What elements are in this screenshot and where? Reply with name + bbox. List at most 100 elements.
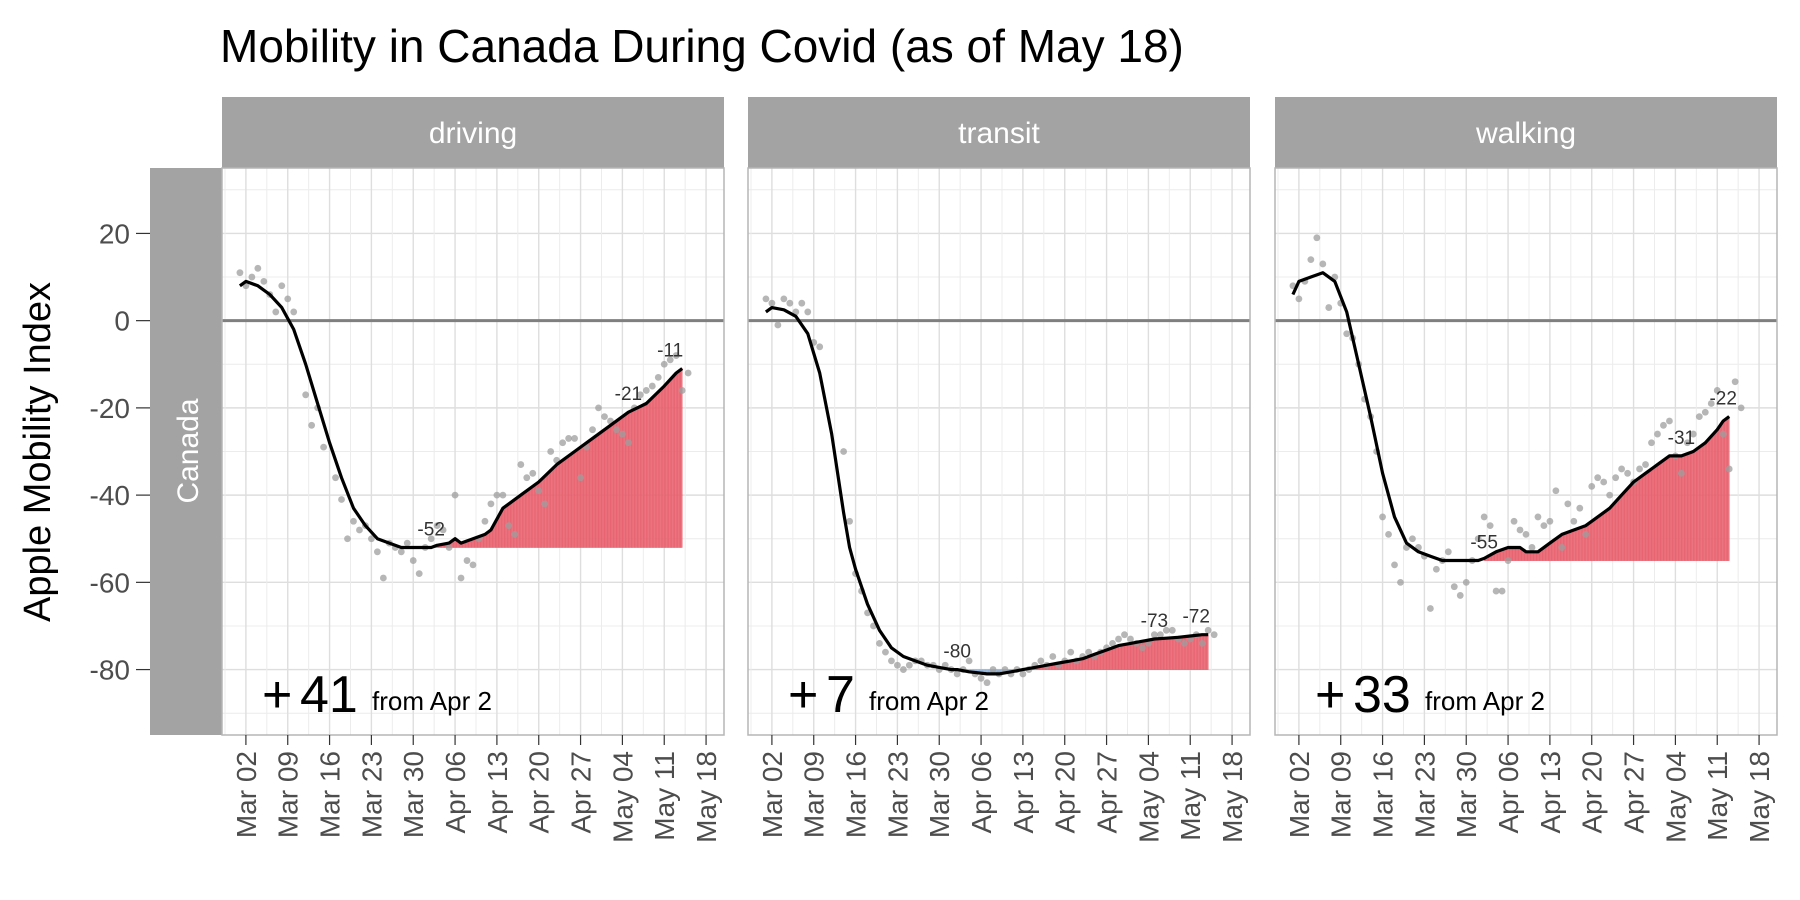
data-point [451, 491, 459, 499]
value-label: -52 [417, 519, 444, 540]
value-label: -22 [1709, 389, 1736, 410]
change-area-segment [1727, 416, 1730, 561]
data-point [1618, 465, 1626, 473]
data-point [672, 352, 680, 359]
data-point [1409, 535, 1416, 543]
data-point [1540, 522, 1548, 530]
strip-background [222, 97, 724, 168]
x-tick-label: Mar 16 [1368, 751, 1399, 838]
x-tick-label: Mar 02 [231, 751, 262, 838]
data-point [1313, 234, 1321, 242]
data-point [1432, 565, 1440, 573]
x-tick-label: May 11 [1175, 751, 1206, 841]
data-point [989, 666, 997, 673]
x-tick-label: May 18 [691, 751, 722, 843]
data-point [965, 657, 973, 665]
data-point [619, 430, 626, 438]
data-point [1426, 605, 1434, 612]
data-point [1683, 439, 1691, 447]
value-label: -21 [615, 384, 642, 405]
data-point [1295, 295, 1303, 303]
data-point [1210, 631, 1218, 639]
strip-label: walking [1475, 117, 1576, 150]
data-point [523, 474, 531, 482]
x-tick-label: Apr 27 [1092, 751, 1123, 834]
data-point [499, 491, 507, 499]
change-area-segment [1206, 634, 1209, 670]
x-tick-label: Mar 23 [882, 751, 913, 838]
data-point [1139, 644, 1146, 652]
data-point [445, 544, 453, 551]
data-point [535, 487, 543, 495]
y-tick-label: -60 [90, 567, 130, 598]
data-point [983, 679, 991, 687]
data-point [529, 469, 537, 477]
data-point [1343, 330, 1351, 338]
smoothed-trend-line [1291, 271, 1731, 563]
data-point [541, 500, 549, 508]
data-point [427, 535, 435, 543]
data-point [684, 369, 692, 377]
panel-driving: driving -52 -21 -11 + 41 from Apr 2 Mar 02 Mar 0… [221, 97, 725, 843]
data-point [409, 557, 417, 564]
data-point [1049, 653, 1057, 660]
y-axis-label: Apple Mobility Index [17, 282, 59, 622]
data-point [397, 548, 405, 556]
data-point [1534, 513, 1542, 521]
data-point [320, 443, 327, 451]
data-point [1067, 648, 1075, 656]
data-point [1168, 626, 1176, 634]
x-tick-label: May 11 [1702, 751, 1733, 841]
data-point [272, 308, 280, 316]
x-tick-label: Apr 27 [1619, 751, 1650, 834]
data-point [654, 373, 662, 381]
data-point [1379, 513, 1386, 521]
data-point [595, 404, 602, 412]
data-point [373, 548, 381, 556]
data-point [1115, 635, 1122, 643]
data-point [624, 439, 632, 447]
data-point [308, 421, 316, 429]
data-point [1109, 640, 1116, 647]
data-point [1085, 648, 1093, 656]
change-sign: + [788, 666, 818, 724]
data-point [1648, 439, 1655, 447]
x-tick-label: Mar 09 [273, 751, 304, 838]
data-point [666, 356, 674, 364]
data-point [1677, 469, 1685, 477]
data-point [517, 461, 525, 468]
data-point [356, 526, 363, 534]
data-point [1528, 544, 1536, 551]
x-tick-label: May 18 [1217, 751, 1248, 843]
data-point [1156, 631, 1164, 639]
data-point [1480, 513, 1488, 521]
x-tick-label: Mar 30 [398, 751, 429, 838]
data-point [1689, 430, 1697, 438]
value-label: -72 [1182, 607, 1209, 628]
data-point [1462, 578, 1470, 586]
data-point [1522, 530, 1530, 538]
data-point [601, 413, 608, 421]
x-tick-label: Apr 13 [1535, 751, 1566, 834]
data-point [1180, 640, 1188, 647]
strip-label: driving [429, 117, 517, 150]
data-point [1444, 548, 1452, 556]
data-point [302, 391, 310, 399]
data-point [236, 269, 244, 277]
value-label: -55 [1470, 533, 1497, 554]
data-point [1737, 404, 1745, 412]
data-point [571, 435, 578, 442]
y-tick-label: 20 [99, 218, 130, 249]
data-point [1510, 517, 1518, 525]
data-point [905, 661, 913, 669]
data-point [1198, 640, 1206, 647]
data-point [415, 570, 423, 578]
data-point [1456, 592, 1464, 599]
data-point [899, 666, 907, 673]
change-note: from Apr 2 [372, 686, 492, 716]
data-point [559, 439, 567, 447]
data-point [1546, 517, 1554, 525]
data-point [636, 391, 644, 399]
x-tick-label: Mar 16 [841, 751, 872, 838]
data-point [1666, 417, 1673, 425]
